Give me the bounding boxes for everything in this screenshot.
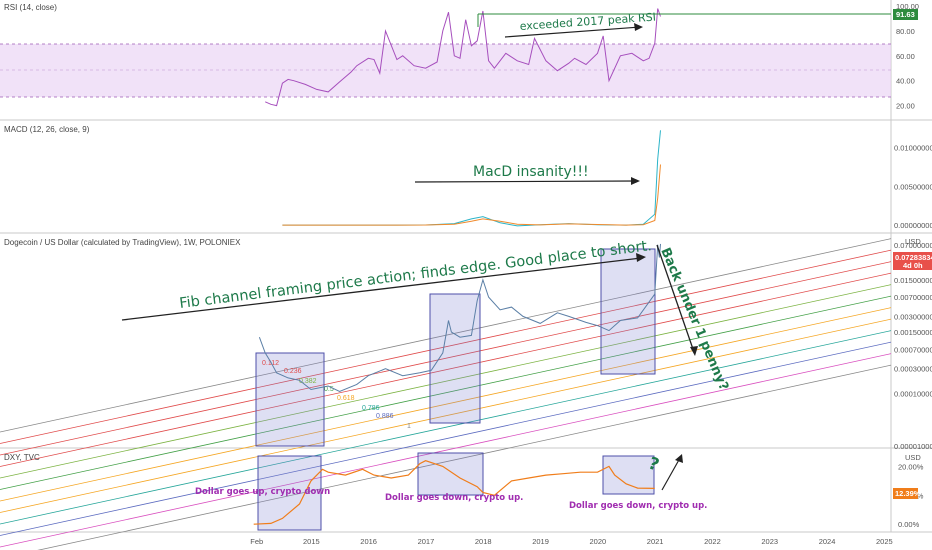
fib-channel-line — [0, 307, 892, 502]
dxy-currency: USD — [905, 453, 921, 462]
dxy-box-1 — [257, 455, 322, 531]
rsi-tick-label: 80.00 — [896, 27, 915, 36]
macd-signal-line — [282, 164, 661, 226]
dxy-arrow — [661, 457, 681, 491]
time-axis-label: 2017 — [418, 537, 435, 546]
price-tick-label: 0.01500000 — [894, 276, 932, 285]
time-axis-label: 2025 — [876, 537, 893, 546]
dxy-last-value: 12.39% — [895, 489, 921, 498]
dxy-last-badge — [893, 488, 918, 499]
highlight-box-2020 — [600, 248, 656, 375]
fib-level-label: 0.618 — [337, 395, 355, 402]
dxy-tick-label: 20.00% — [898, 462, 924, 471]
fib-channel-line — [0, 318, 892, 513]
price-tick-label: 0.00010000 — [894, 390, 932, 399]
time-axis-label: 2018 — [475, 537, 492, 546]
fib-level-label: 0.236 — [284, 368, 302, 375]
price-title: Dogecoin / US Dollar (calculated by Trad… — [4, 238, 241, 247]
rsi-line — [264, 8, 661, 107]
price-tick-label: 0.00700000 — [894, 293, 932, 302]
price-tick-label: 0.00150000 — [894, 328, 932, 337]
macd-tick-label: 0.01000000 — [894, 143, 932, 152]
price-line — [258, 243, 661, 393]
fib-level-label: 0.112 — [262, 360, 279, 367]
time-axis-label: 2019 — [532, 537, 549, 546]
fib-channel-line — [0, 249, 892, 444]
rsi-band — [0, 44, 891, 97]
rsi-title: RSI (14, close) — [4, 3, 57, 12]
fib-channel-line — [0, 353, 892, 548]
fib-level-label: 0.886 — [376, 413, 394, 420]
fib-channel-line — [0, 261, 892, 456]
macd-annotation-arrow — [414, 180, 637, 183]
macd-tick-label: 0.00500000 — [894, 182, 932, 191]
dxy-line — [253, 460, 655, 525]
price-tick-label: 0.00070000 — [894, 345, 932, 354]
price-last-badge — [893, 252, 932, 270]
time-axis-label: 2020 — [590, 537, 607, 546]
rsi-tick-label: 100.00 — [896, 2, 919, 11]
price-annotation-arrow — [121, 257, 642, 321]
price-tick-label: 0.00030000 — [894, 365, 932, 374]
time-axis-label: 2015 — [303, 537, 320, 546]
fib-channel — [0, 238, 892, 550]
rsi-tick-label: 20.00 — [896, 102, 915, 111]
fib-channel-line — [0, 272, 892, 467]
penny-arrow — [656, 244, 695, 353]
rsi-last-value: 91.63 — [896, 10, 915, 19]
price-tick-label: 0.00300000 — [894, 312, 932, 321]
price-tick-label: 0.07000000 — [894, 241, 932, 250]
fib-level-label: 0.786 — [362, 405, 380, 412]
price-countdown: 4d 0h — [903, 261, 923, 270]
rsi-last-badge — [893, 9, 918, 20]
price-last-value: 0.07283834 — [895, 253, 932, 262]
dxy-annotation-1: Dollar goes up, crypto down — [195, 487, 330, 497]
fib-channel-line — [0, 341, 892, 536]
dxy-box-2 — [417, 452, 484, 496]
time-axis-label: 2023 — [761, 537, 778, 546]
fib-channel-line — [0, 295, 892, 490]
rsi-annotation-arrow — [504, 26, 641, 38]
time-axis: Feb 2015 2016 2017 2018 2019 2020 2021 2022 2023 2… — [250, 537, 892, 546]
time-axis-label: 2024 — [819, 537, 836, 546]
dxy-title: DXY, TVC — [4, 453, 40, 462]
fib-level-label: 1 — [407, 423, 411, 430]
time-axis-label: 2021 — [647, 537, 664, 546]
rsi-tick-label: 60.00 — [896, 52, 915, 61]
fib-level-label: 0.382 — [299, 378, 317, 385]
fib-channel-line — [37, 364, 892, 550]
time-axis-label: Feb — [250, 537, 263, 546]
dxy-annotation-3: Dollar goes down, crypto up. — [569, 501, 707, 511]
macd-annotation: MacD insanity!!! — [473, 164, 589, 180]
price-currency: USD — [905, 237, 921, 246]
rsi-tick-label: 40.00 — [896, 77, 915, 86]
macd-tick-label: 0.00000000 — [894, 221, 932, 230]
highlight-box-2017 — [429, 293, 481, 424]
highlight-box-2014 — [255, 352, 325, 447]
dxy-annotation-2: Dollar goes down, crypto up. — [385, 493, 523, 503]
time-axis-label: 2016 — [360, 537, 377, 546]
dxy-tick-label: 0.00% — [898, 520, 920, 529]
price-tick-label: 0.00001000 — [894, 442, 932, 451]
fib-level-label: 0.5 — [324, 386, 334, 393]
fib-channel-line — [0, 284, 892, 479]
time-axis-label: 2022 — [704, 537, 721, 546]
fib-channel-line — [0, 330, 892, 525]
macd-title: MACD (12, 26, close, 9) — [4, 125, 90, 134]
